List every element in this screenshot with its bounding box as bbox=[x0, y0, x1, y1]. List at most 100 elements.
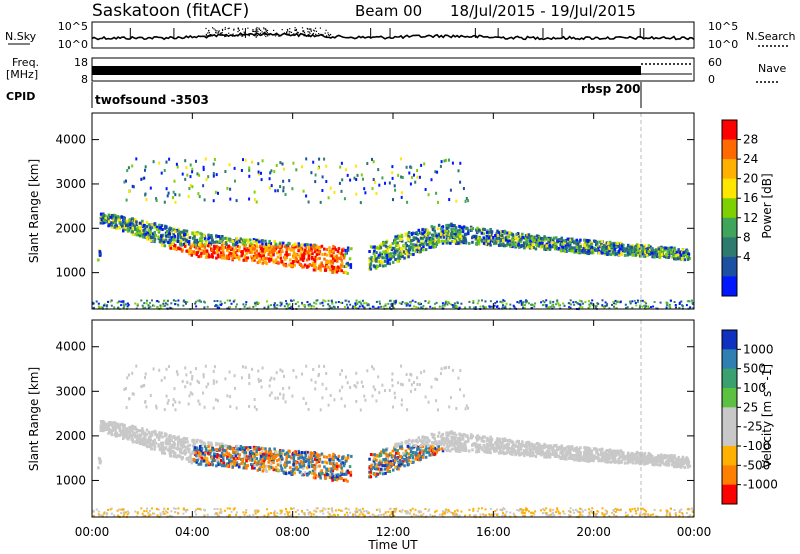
power-cell bbox=[111, 221, 115, 225]
power-cell bbox=[444, 301, 447, 304]
power-cell bbox=[212, 199, 215, 203]
power-cell bbox=[305, 258, 309, 262]
power-cell bbox=[212, 244, 216, 248]
colorbar-tick-label: 16 bbox=[743, 191, 758, 205]
power-cell bbox=[144, 165, 147, 169]
power-cell bbox=[232, 300, 235, 303]
velocity-cell bbox=[311, 459, 314, 463]
power-cell bbox=[612, 301, 615, 303]
power-cell bbox=[230, 302, 233, 305]
velocity-cell bbox=[116, 423, 120, 427]
power-cell bbox=[417, 239, 420, 243]
velocity-cell bbox=[123, 430, 127, 434]
velocity-cell bbox=[210, 460, 214, 464]
power-cell bbox=[354, 302, 357, 305]
power-cell bbox=[389, 299, 392, 302]
power-cell bbox=[579, 248, 583, 251]
power-cell bbox=[184, 159, 187, 163]
power-cell bbox=[389, 252, 393, 256]
power-cell bbox=[452, 235, 456, 239]
power-cell bbox=[569, 302, 571, 305]
power-cell bbox=[202, 168, 205, 171]
velocity-cell bbox=[309, 460, 312, 464]
power-cell bbox=[572, 301, 575, 304]
power-cell bbox=[404, 241, 408, 245]
noise-dot bbox=[227, 28, 229, 30]
power-cell bbox=[148, 232, 151, 236]
power-cell bbox=[370, 255, 373, 259]
velocity-cell bbox=[216, 442, 220, 446]
noise-dot bbox=[307, 35, 310, 37]
power-cell bbox=[229, 197, 232, 201]
power-cell bbox=[200, 252, 203, 256]
power-cell bbox=[199, 241, 202, 245]
power-cell bbox=[333, 259, 337, 263]
power-cell bbox=[182, 229, 186, 233]
power-cell bbox=[125, 198, 128, 202]
velocity-cell bbox=[429, 445, 433, 449]
power-cell bbox=[405, 244, 409, 247]
power-cell bbox=[392, 198, 394, 202]
power-cell bbox=[533, 239, 536, 243]
velocity-cell bbox=[400, 447, 404, 451]
power-cell bbox=[167, 241, 170, 244]
power-cell bbox=[325, 248, 329, 252]
power-cell bbox=[593, 249, 596, 252]
velocity-cell bbox=[396, 457, 399, 461]
power-cell bbox=[592, 251, 595, 255]
noise-dot bbox=[233, 28, 235, 30]
power-cell bbox=[344, 248, 347, 252]
power-cell bbox=[420, 242, 424, 246]
power-cell bbox=[453, 233, 456, 236]
velocity-cell bbox=[222, 459, 225, 463]
power-cell bbox=[614, 302, 617, 305]
velocity-cell bbox=[387, 454, 390, 458]
velocity-cell bbox=[439, 443, 442, 447]
freq-label-line2: [MHz] bbox=[6, 68, 38, 81]
velocity-cell bbox=[561, 446, 564, 450]
velocity-cell bbox=[172, 435, 175, 439]
power-cell bbox=[203, 245, 207, 249]
power-cell bbox=[592, 239, 596, 243]
power-cell bbox=[367, 304, 370, 307]
noise-dot bbox=[286, 28, 289, 31]
power-cell bbox=[176, 240, 180, 243]
velocity-cell bbox=[274, 466, 278, 469]
power-cell bbox=[198, 300, 201, 303]
power-cell bbox=[181, 237, 185, 241]
velocity-cell bbox=[252, 445, 256, 449]
power-cell bbox=[331, 261, 335, 265]
noise-dot bbox=[292, 34, 294, 36]
power-cell bbox=[482, 227, 485, 231]
noise-right-tick-bottom: 10^0 bbox=[708, 38, 738, 51]
power-cell bbox=[653, 249, 656, 253]
power-cell bbox=[341, 178, 344, 182]
power-cell bbox=[114, 216, 118, 220]
velocity-cell bbox=[618, 455, 622, 459]
power-cell bbox=[320, 244, 324, 248]
power-cell bbox=[322, 299, 325, 302]
power-cell bbox=[145, 221, 149, 225]
power-cell bbox=[300, 257, 303, 261]
power-cell bbox=[315, 251, 319, 255]
power-cell bbox=[489, 234, 493, 238]
power-cell bbox=[382, 305, 385, 308]
power-cell bbox=[576, 250, 579, 254]
power-cell bbox=[226, 237, 230, 241]
velocity-cell bbox=[254, 452, 257, 455]
power-cell bbox=[547, 240, 550, 244]
beam-title: Beam 00 bbox=[355, 2, 422, 20]
power-cell bbox=[630, 250, 633, 254]
power-cell bbox=[605, 241, 609, 245]
velocity-cell bbox=[133, 432, 137, 436]
power-cell bbox=[102, 215, 106, 219]
velocity-cell bbox=[668, 455, 671, 459]
power-cell bbox=[221, 256, 224, 260]
power-cell bbox=[338, 256, 341, 260]
velocity-cell bbox=[495, 446, 498, 450]
power-cell bbox=[233, 299, 236, 302]
power-cell bbox=[427, 231, 430, 235]
power-cell bbox=[634, 244, 638, 248]
power-cell bbox=[524, 301, 527, 304]
